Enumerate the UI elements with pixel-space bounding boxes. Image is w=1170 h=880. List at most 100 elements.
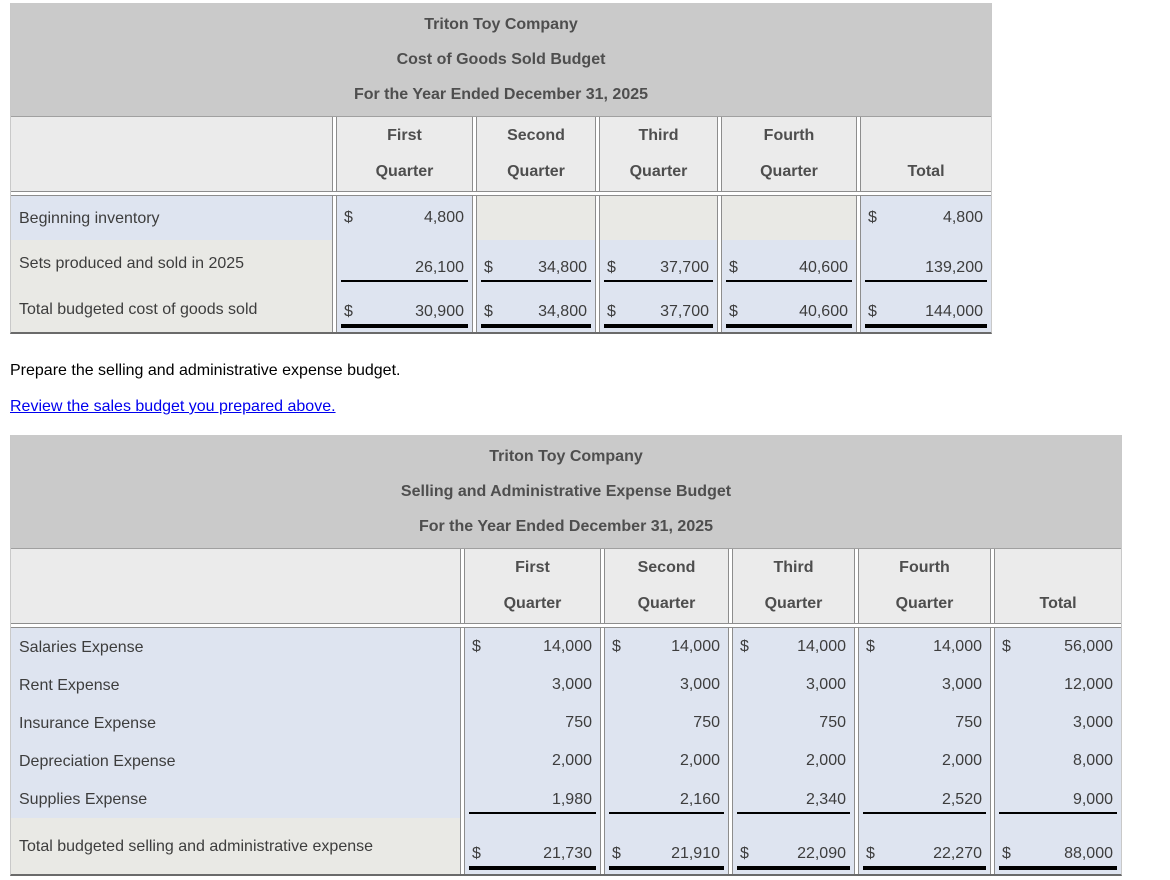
amount: 2,000 [679, 752, 720, 769]
cogs-col-header-q4: Fourth Quarter [721, 117, 857, 191]
sga-col-header-q2: Second Quarter [604, 549, 729, 623]
header-line: Quarter [375, 163, 434, 180]
header-line: Quarter [764, 595, 823, 612]
sga-cell-r0-q3: $14,000 [732, 628, 855, 666]
header-line: Second [507, 127, 565, 144]
amount: 4,800 [942, 209, 983, 226]
cogs-cell-r1-q3: $37,700 [599, 240, 718, 286]
amount: 3,000 [551, 676, 592, 693]
row-label-text: Beginning inventory [19, 209, 160, 227]
sga-cell-r1-q3: 3,000 [732, 666, 855, 704]
header-line: Quarter [637, 595, 696, 612]
row-label-text: Total budgeted selling and administrativ… [19, 837, 374, 855]
dollar-sign: $ [484, 259, 493, 276]
amount: 9,000 [1072, 791, 1113, 808]
row-label-text: Total budgeted cost of goods sold [19, 300, 258, 318]
amount: 2,000 [941, 752, 982, 769]
cogs-cell-r1-q1: 26,100 [336, 240, 473, 286]
amount: 40,600 [799, 303, 848, 320]
dollar-sign: $ [729, 259, 738, 276]
double-underline [481, 324, 591, 328]
cogs-col-header-q3: Third Quarter [599, 117, 718, 191]
sga-title-band: Triton Toy Company Selling and Administr… [11, 435, 1121, 549]
sga-title-company: Triton Toy Company [489, 448, 643, 465]
amount: 40,600 [799, 259, 848, 276]
amount: 750 [819, 714, 846, 731]
sga-cell-r1-q4: 3,000 [858, 666, 991, 704]
single-underline [609, 812, 724, 814]
amount: 26,100 [415, 259, 464, 276]
header-line [995, 550, 1121, 586]
cogs-cell-r0-q2 [476, 196, 596, 240]
header-line: Quarter [895, 595, 954, 612]
cogs-cell-r1-q2: $34,800 [476, 240, 596, 286]
cogs-col-header-q1: First Quarter [336, 117, 473, 191]
single-underline [863, 812, 986, 814]
amount: 14,000 [543, 638, 592, 655]
header-line: Third [773, 559, 814, 576]
amount: 3,000 [679, 676, 720, 693]
single-underline [481, 280, 591, 282]
double-underline [863, 866, 986, 870]
double-underline [609, 866, 724, 870]
review-sales-budget-link[interactable]: Review the sales budget you prepared abo… [10, 398, 336, 415]
cogs-col-header-q2: Second Quarter [476, 117, 596, 191]
sga-row-label-total: Total budgeted selling and administrativ… [11, 818, 461, 874]
single-underline [341, 280, 468, 282]
sga-cell-r3-q4: 2,000 [858, 742, 991, 780]
sga-cell-r4-q4: 2,520 [858, 780, 991, 818]
sga-cell-r4-q3: 2,340 [732, 780, 855, 818]
dollar-sign: $ [740, 845, 749, 862]
row-label-text: Rent Expense [19, 676, 120, 694]
header-line: Fourth [763, 127, 815, 144]
dollar-sign: $ [607, 259, 616, 276]
row-label-text: Salaries Expense [19, 638, 144, 656]
double-underline [737, 866, 850, 870]
sga-cell-r3-total: 8,000 [994, 742, 1121, 780]
dollar-sign: $ [740, 638, 749, 655]
sga-budget-table: Triton Toy Company Selling and Administr… [10, 435, 1122, 876]
dollar-sign: $ [868, 209, 877, 226]
cogs-row-label-beginning-inventory: Beginning inventory [11, 196, 333, 240]
dollar-sign: $ [868, 303, 877, 320]
sga-cell-r2-total: 3,000 [994, 704, 1121, 742]
dollar-sign: $ [472, 638, 481, 655]
header-line: Third [638, 127, 679, 144]
dollar-sign: $ [344, 209, 353, 226]
sga-cell-r1-q1: 3,000 [464, 666, 601, 704]
sga-cell-r3-q3: 2,000 [732, 742, 855, 780]
header-line: Second [637, 559, 696, 576]
cogs-title-period: For the Year Ended December 31, 2025 [353, 86, 649, 103]
amount: 750 [565, 714, 592, 731]
sga-cell-r2-q2: 750 [604, 704, 729, 742]
amount: 14,000 [933, 638, 982, 655]
sga-title-period: For the Year Ended December 31, 2025 [418, 518, 714, 535]
amount: 88,000 [1064, 845, 1113, 862]
amount: 750 [955, 714, 982, 731]
sga-cell-r0-q2: $14,000 [604, 628, 729, 666]
sga-cell-r4-total: 9,000 [994, 780, 1121, 818]
sga-col-header-total: Total [994, 549, 1121, 623]
dollar-sign: $ [472, 845, 481, 862]
sga-row-label-depreciation: Depreciation Expense [11, 742, 461, 780]
double-underline [726, 324, 852, 328]
cogs-budget-table: Triton Toy Company Cost of Goods Sold Bu… [10, 3, 992, 334]
sga-col-header-q3: Third Quarter [732, 549, 855, 623]
single-underline [604, 280, 713, 282]
double-underline [341, 324, 468, 328]
single-underline [865, 280, 987, 282]
double-underline [604, 324, 713, 328]
dollar-sign: $ [729, 303, 738, 320]
cogs-title-company: Triton Toy Company [424, 16, 578, 33]
cogs-cell-r0-total: $4,800 [860, 196, 991, 240]
header-line: Total [907, 163, 945, 180]
amount: 30,900 [415, 303, 464, 320]
amount: 2,000 [805, 752, 846, 769]
amount: 37,700 [660, 303, 709, 320]
sga-row-label-rent: Rent Expense [11, 666, 461, 704]
row-label-text: Insurance Expense [19, 714, 156, 732]
sga-cell-r3-q1: 2,000 [464, 742, 601, 780]
amount: 34,800 [538, 303, 587, 320]
amount: 8,000 [1072, 752, 1113, 769]
cogs-cell-r1-total: 139,200 [860, 240, 991, 286]
